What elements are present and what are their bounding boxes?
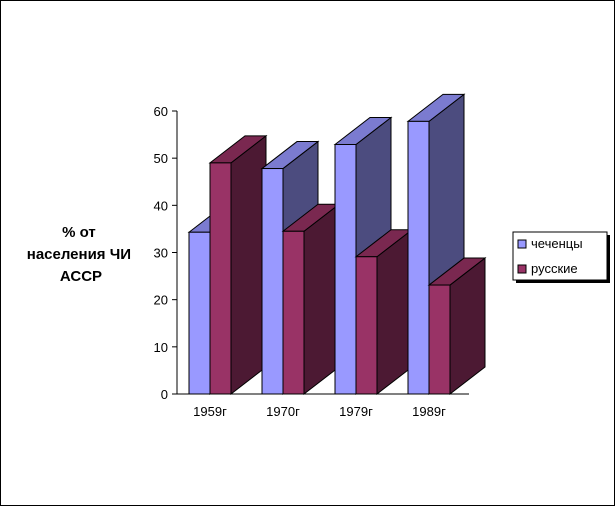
y-tick-label: 40 [154, 198, 168, 213]
bar-side-face [303, 203, 340, 396]
x-tick-label: 1970г [266, 404, 300, 419]
y-tick-label: 30 [154, 246, 168, 261]
legend-shadow-right [607, 235, 610, 283]
x-tick-labels: 1959г 1970г 1979г 1989г [193, 404, 446, 419]
bar-russians [281, 203, 341, 396]
x-tick-label: 1959г [193, 404, 227, 419]
y-tick-label: 50 [154, 151, 168, 166]
bar-front-face [261, 168, 284, 395]
legend-label-russians: русские [531, 261, 578, 276]
x-tick-label: 1979г [339, 404, 373, 419]
bar-front-face [407, 120, 430, 395]
y-axis-title: % от населения ЧИ АССР [27, 224, 135, 285]
legend-box [512, 231, 608, 281]
legend-swatch-russians [517, 264, 527, 274]
bar-russians [427, 257, 487, 396]
legend-shadow-bottom [516, 280, 610, 283]
bar-front-face [428, 284, 451, 395]
y-tick-label: 0 [161, 387, 168, 402]
legend-swatch-chechens [517, 239, 527, 249]
legend-label-chechens: чеченцы [531, 236, 583, 251]
legend: чеченцы русские [512, 231, 610, 283]
bar-side-face [230, 134, 267, 396]
bar-russians [208, 134, 268, 396]
y-tick-label: 20 [154, 293, 168, 308]
y-axis-title-line-2: населения ЧИ [27, 246, 131, 263]
y-axis-title-line-3: АССР [60, 268, 102, 285]
bar-front-face [209, 162, 232, 395]
bar-side-face [376, 228, 413, 396]
y-tick-label: 60 [154, 104, 168, 119]
y-tick-label: 10 [154, 340, 168, 355]
y-tick-labels: 0 10 20 30 40 50 60 [154, 104, 168, 402]
bar-front-face [188, 231, 211, 395]
bar-front-face [282, 230, 305, 395]
y-axis-title-line-1: % от [62, 224, 96, 241]
bar-front-face [334, 143, 357, 395]
bar-front-face [355, 256, 378, 395]
x-tick-label: 1989г [412, 404, 446, 419]
bar-russians [354, 228, 414, 396]
bars [187, 93, 487, 396]
